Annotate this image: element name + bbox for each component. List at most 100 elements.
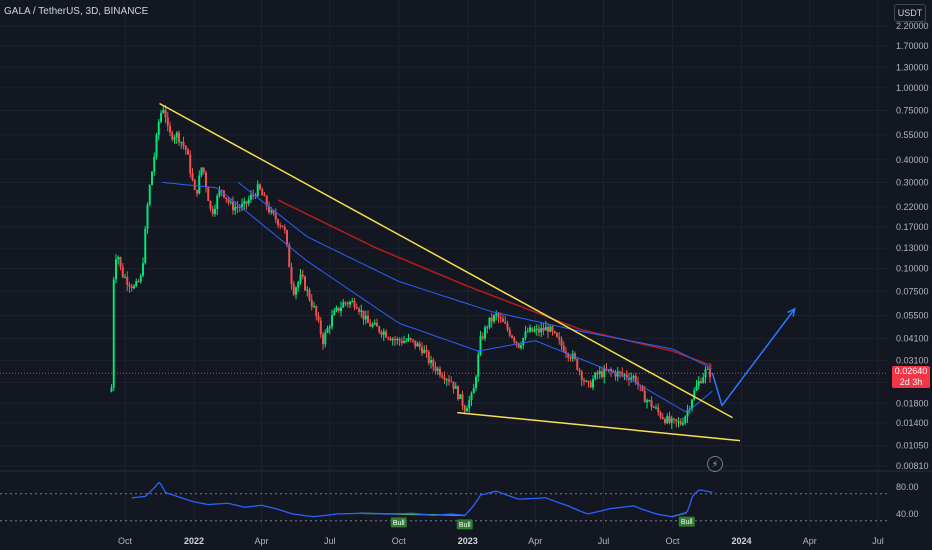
price-tick-label: 0.75000 (896, 105, 929, 115)
candle-body (502, 318, 504, 322)
candle-body (522, 337, 525, 346)
candle-body (466, 408, 468, 412)
candle-body (677, 421, 680, 423)
price-tick-label: 2.20000 (896, 21, 929, 31)
candle-body (335, 307, 338, 311)
candle-body (409, 338, 412, 340)
candle-body (110, 387, 113, 392)
ma-red-line (277, 199, 713, 367)
candle-body (396, 339, 399, 341)
candle-body (668, 416, 671, 423)
candle-body (445, 379, 448, 381)
candle-body (664, 418, 666, 424)
candle-body (277, 219, 279, 226)
candle-body (706, 368, 709, 370)
candle-body (526, 331, 529, 333)
projection-path (711, 308, 796, 407)
candle-body (389, 338, 392, 341)
candle-body (256, 184, 259, 196)
candle-body (308, 289, 311, 300)
candle-body (468, 400, 471, 409)
candle-body (709, 368, 711, 378)
lightning-icon[interactable]: ⚡ (707, 456, 723, 472)
candle-body (252, 194, 255, 196)
time-tick-label: Oct (118, 536, 133, 546)
candle-body (470, 393, 473, 401)
candle-body (542, 327, 545, 331)
candle-body (531, 327, 534, 332)
candle-body (139, 275, 142, 282)
candle-body (556, 332, 558, 337)
candle-body (124, 276, 126, 278)
candle-body (416, 343, 419, 347)
candle-body (117, 257, 120, 260)
candle-body (151, 171, 153, 186)
bull-badge (456, 519, 473, 530)
time-tick-label: Jul (872, 536, 884, 546)
candle-body (650, 400, 653, 408)
candle-body (362, 310, 365, 320)
bull-badge (678, 516, 695, 527)
candle-body (218, 189, 221, 196)
candle-body (490, 317, 493, 322)
candle-body (517, 343, 520, 348)
candle-body (430, 360, 432, 363)
candle-body (603, 368, 606, 378)
rsi-line (131, 481, 713, 518)
candle-body (538, 328, 540, 333)
candle-body (535, 328, 538, 331)
candle-body (625, 374, 628, 378)
candle-body (322, 334, 324, 345)
candle-body (583, 379, 585, 382)
candle-body (675, 419, 678, 422)
candle-body (160, 112, 162, 122)
candle-body (333, 310, 336, 316)
candle-body (315, 306, 318, 316)
currency-button[interactable]: USDT (894, 4, 926, 22)
rsi-pane: 80.00 40.00 Bull Bull Bull (0, 481, 919, 530)
candle-body (274, 213, 277, 220)
candle-body (121, 267, 124, 278)
candle-body (169, 125, 171, 133)
candle-body (227, 199, 230, 202)
candle-body (391, 338, 394, 341)
candle-body (367, 315, 369, 323)
candle-body (659, 412, 662, 418)
moving-averages (162, 181, 713, 412)
last-price-value: 0.02640 (894, 366, 928, 376)
candle-body (499, 317, 502, 319)
upper-trend-line (159, 102, 733, 419)
candle-body (162, 109, 165, 113)
candle-body (133, 285, 135, 289)
candle-body (506, 323, 509, 330)
candle-body (443, 377, 446, 380)
time-tick-label: 2022 (184, 536, 204, 546)
candle-body (592, 379, 594, 388)
candle-body (643, 390, 646, 403)
candle-body (511, 335, 513, 338)
candle-body (286, 230, 288, 245)
candle-body (457, 386, 459, 399)
price-tick-label: 0.00810 (896, 461, 929, 471)
candle-body (146, 204, 149, 229)
candle-body (601, 371, 603, 378)
candle-body (533, 330, 536, 332)
price-tick-label: 0.17000 (896, 222, 929, 232)
candle-body (173, 137, 176, 140)
candle-body (634, 376, 637, 383)
candle-body (700, 381, 702, 383)
candle-body (313, 306, 315, 308)
candle-body (652, 407, 655, 409)
candle-body (270, 210, 273, 213)
candle-body (580, 371, 583, 380)
candle-body (697, 381, 700, 386)
symbol-title[interactable]: GALA / TetherUS, 3D, BINANCE (4, 6, 149, 17)
candle-body (688, 408, 691, 411)
bull-badge-label: Bull (681, 519, 693, 526)
candle-body (130, 286, 133, 289)
price-tick-label: 0.13000 (896, 243, 929, 253)
candle-body (171, 132, 174, 140)
time-tick-label: Jul (324, 536, 336, 546)
candle-body (346, 302, 349, 305)
